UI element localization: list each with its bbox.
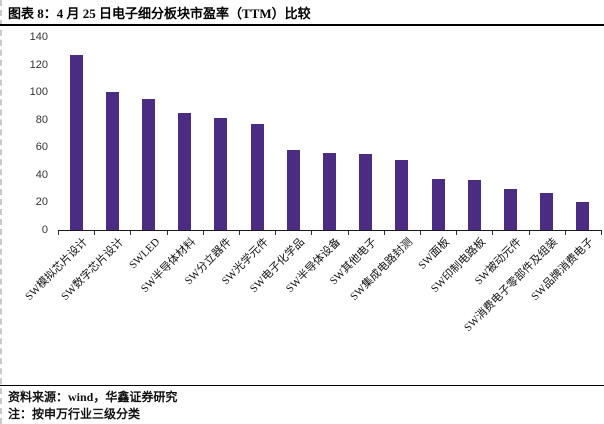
x-axis-tick xyxy=(311,231,313,235)
footer-divider-line xyxy=(0,385,604,386)
x-axis-category-label: SW面板 xyxy=(415,236,452,272)
bar xyxy=(504,188,517,230)
x-axis-tick xyxy=(130,231,132,235)
x-axis-tick xyxy=(492,231,494,235)
bar xyxy=(286,150,300,230)
page-left-dashed-border xyxy=(0,0,2,424)
x-axis-tick xyxy=(383,231,385,235)
x-axis-tick xyxy=(239,231,240,235)
source-note: 资料来源：wind，华鑫证券研究 xyxy=(8,390,178,404)
x-axis-line xyxy=(58,230,602,231)
y-axis-tick-label: 0 xyxy=(41,224,48,236)
y-axis-tick-label: 20 xyxy=(35,196,48,209)
bar xyxy=(395,159,409,230)
figure-title: 图表 8：4 月 25 日电子细分板块市盈率（TTM）比较 xyxy=(8,6,311,21)
bar xyxy=(250,123,264,230)
x-axis-category-label: SWLED xyxy=(126,236,162,272)
classification-note: 注：按申万行业三级分类 xyxy=(8,407,141,421)
y-axis-tick-label: 100 xyxy=(29,86,48,99)
bar xyxy=(431,178,445,230)
y-axis-tick-label: 80 xyxy=(35,113,48,126)
bar xyxy=(178,112,192,230)
bar xyxy=(105,92,119,230)
x-axis-tick xyxy=(166,231,168,235)
bar xyxy=(540,192,554,230)
x-axis-tick xyxy=(347,231,349,235)
x-axis-tick xyxy=(58,231,59,235)
bar xyxy=(214,118,228,230)
y-axis-tick-label: 60 xyxy=(35,141,48,154)
x-axis-category-label: SW模拟芯片设计 xyxy=(22,236,90,303)
x-axis-tick xyxy=(94,231,96,235)
bar xyxy=(359,154,373,230)
x-axis-tick xyxy=(456,231,458,235)
bar xyxy=(323,152,336,230)
bar xyxy=(576,202,590,230)
bar xyxy=(467,180,481,230)
y-axis-tick-label: 140 xyxy=(29,31,48,43)
x-axis-tick xyxy=(528,231,530,235)
title-divider-line xyxy=(0,24,604,26)
x-axis-tick xyxy=(202,231,204,235)
x-axis-category-label: SW数字芯片设计 xyxy=(58,236,126,303)
x-axis-tick xyxy=(601,231,602,235)
x-axis-tick xyxy=(275,231,277,235)
x-axis-tick xyxy=(564,231,566,235)
bar xyxy=(69,54,83,230)
y-axis-tick-label: 120 xyxy=(29,58,48,71)
x-axis-tick xyxy=(420,231,421,235)
bar xyxy=(142,99,155,230)
y-axis-tick-label: 40 xyxy=(35,168,48,181)
